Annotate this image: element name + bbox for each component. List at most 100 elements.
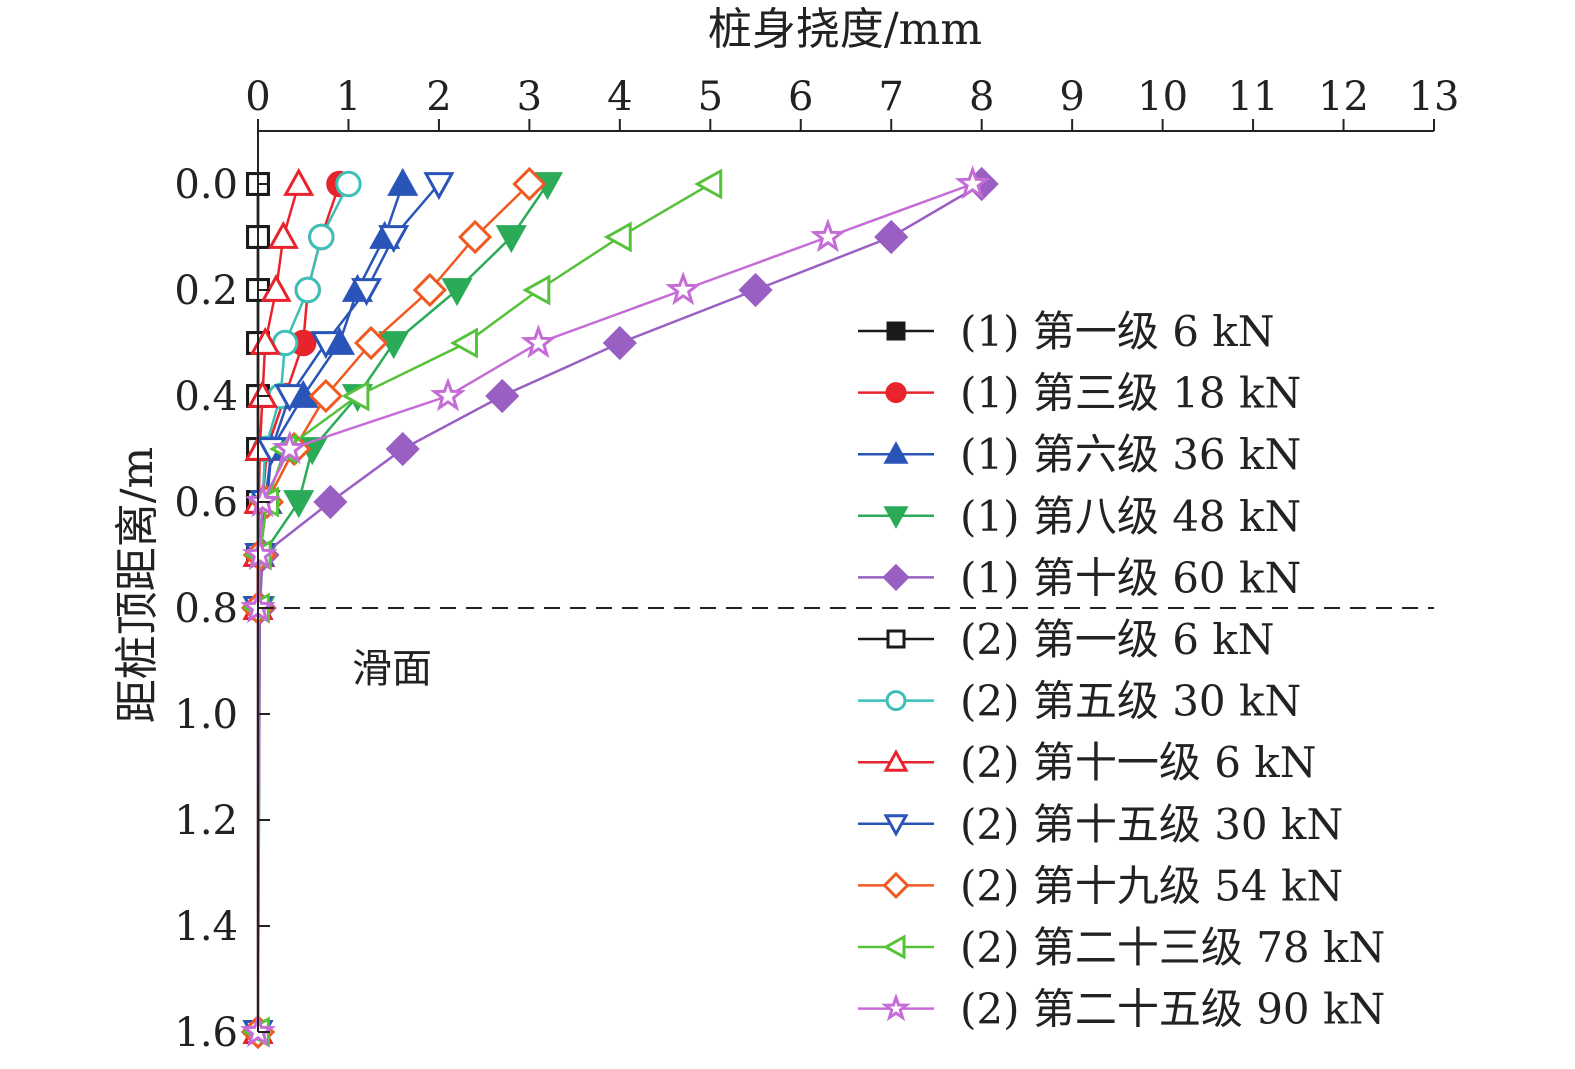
legend-item-2: (1) 第三级 18 kN bbox=[858, 369, 1301, 418]
legend-item-1: (1) 第一级 6 kN bbox=[858, 307, 1274, 356]
data-point bbox=[458, 219, 493, 255]
x-tick-label: 0 bbox=[245, 74, 270, 120]
data-point bbox=[283, 167, 315, 196]
data-point bbox=[308, 378, 343, 414]
data-point bbox=[310, 331, 342, 360]
legend-label: (1) 第八级 48 kN bbox=[960, 492, 1301, 541]
data-point bbox=[385, 431, 420, 467]
data-point bbox=[495, 225, 527, 254]
x-tick-label: 3 bbox=[517, 74, 542, 120]
legend-item-11: (2) 第二十三级 78 kN bbox=[858, 923, 1385, 972]
y-tick-label: 1.4 bbox=[174, 904, 238, 950]
data-point bbox=[449, 327, 478, 359]
x-tick-label: 10 bbox=[1137, 74, 1188, 120]
x-tick-label: 9 bbox=[1059, 74, 1084, 120]
legend-marker bbox=[886, 629, 906, 649]
x-tick-label: 1 bbox=[336, 74, 361, 120]
data-point bbox=[522, 274, 551, 306]
legend-label: (2) 第五级 30 kN bbox=[960, 677, 1301, 726]
legend-marker bbox=[883, 749, 909, 772]
y-tick-label: 0.2 bbox=[174, 268, 238, 314]
data-point bbox=[738, 272, 773, 308]
legend-marker bbox=[885, 690, 907, 712]
legend-marker bbox=[882, 871, 910, 900]
legend-label: (2) 第十一级 6 kN bbox=[960, 738, 1316, 787]
x-tick-label: 13 bbox=[1409, 74, 1460, 120]
data-point bbox=[244, 483, 281, 518]
x-tick-label: 2 bbox=[426, 74, 451, 120]
x-tick-label: 8 bbox=[969, 74, 994, 120]
legend-label: (2) 第二十三级 78 kN bbox=[960, 923, 1385, 972]
data-point bbox=[308, 223, 335, 251]
legend-marker bbox=[883, 506, 909, 529]
series-line bbox=[256, 183, 404, 1032]
legend-item-4: (1) 第八级 48 kN bbox=[858, 492, 1301, 541]
y-tick-label: 1.2 bbox=[174, 798, 238, 844]
y-axis-title: 距桩顶距离/m bbox=[112, 447, 163, 724]
data-point bbox=[271, 430, 308, 465]
data-point bbox=[954, 165, 991, 200]
data-point bbox=[378, 225, 410, 254]
data-point bbox=[412, 272, 447, 308]
x-axis-title: 桩身挠度/mm bbox=[708, 4, 982, 55]
y-tick-label: 0.4 bbox=[174, 374, 238, 420]
slip-surface-label: 滑面 bbox=[352, 646, 432, 692]
data-point bbox=[694, 168, 723, 200]
data-point bbox=[874, 219, 909, 255]
data-point bbox=[441, 278, 473, 307]
x-tick-label: 5 bbox=[698, 74, 723, 120]
y-tick-label: 0.6 bbox=[174, 480, 238, 526]
legend-item-8: (2) 第十一级 6 kN bbox=[858, 738, 1316, 787]
legend-item-5: (1) 第十级 60 kN bbox=[858, 553, 1301, 602]
legend-label: (2) 第一级 6 kN bbox=[960, 615, 1274, 664]
legend-marker bbox=[882, 563, 910, 592]
legend-item-3: (1) 第六级 36 kN bbox=[858, 430, 1301, 479]
y-tick-label: 1.0 bbox=[174, 692, 238, 738]
series-9 bbox=[242, 172, 455, 1049]
data-point bbox=[602, 325, 637, 361]
y-tick-label: 0.0 bbox=[174, 162, 238, 208]
series-line bbox=[256, 182, 983, 1033]
legend-item-10: (2) 第十九级 54 kN bbox=[858, 861, 1343, 910]
data-point bbox=[283, 490, 315, 519]
y-tick-label: 1.6 bbox=[174, 1010, 238, 1056]
legend-label: (1) 第三级 18 kN bbox=[960, 369, 1301, 418]
data-point bbox=[512, 166, 547, 202]
data-point bbox=[520, 324, 557, 359]
legend-marker bbox=[883, 814, 909, 837]
data-point bbox=[313, 484, 348, 520]
legend-item-7: (2) 第五级 30 kN bbox=[858, 677, 1301, 726]
data-point bbox=[354, 325, 389, 361]
legend-marker bbox=[883, 441, 909, 464]
legend-marker bbox=[885, 382, 907, 404]
x-tick-label: 4 bbox=[607, 74, 632, 120]
legend-label: (2) 第十九级 54 kN bbox=[960, 861, 1343, 910]
data-point bbox=[294, 276, 321, 304]
legend-marker bbox=[881, 993, 911, 1022]
axes: 桩身挠度/mm 距桩顶距离/m 滑面 0 1 2 3 4 5 6 7 8 9 10 11 12 130.0… bbox=[112, 4, 1459, 1056]
data-point bbox=[810, 218, 846, 253]
legend-label: (1) 第一级 6 kN bbox=[960, 307, 1274, 356]
x-tick-label: 6 bbox=[788, 74, 813, 120]
data-point bbox=[665, 271, 702, 306]
data-point bbox=[246, 379, 279, 408]
x-tick-label: 7 bbox=[879, 74, 904, 120]
data-point bbox=[267, 220, 299, 249]
legend-label: (2) 第十五级 30 kN bbox=[960, 800, 1343, 849]
data-point bbox=[341, 380, 370, 412]
legend-item-12: (2) 第二十五级 90 kN bbox=[858, 985, 1385, 1034]
data-point bbox=[603, 221, 632, 253]
legend-label: (1) 第六级 36 kN bbox=[960, 430, 1301, 479]
data-point bbox=[260, 273, 292, 302]
data-point bbox=[274, 384, 306, 413]
legend-item-9: (2) 第十五级 30 kN bbox=[858, 800, 1343, 849]
y-tick-label: 0.8 bbox=[174, 586, 238, 632]
data-point bbox=[241, 536, 278, 571]
data-point bbox=[351, 278, 383, 307]
data-point bbox=[387, 167, 419, 196]
legend-label: (2) 第二十五级 90 kN bbox=[960, 985, 1385, 1034]
legend-marker bbox=[886, 321, 906, 341]
legend: (1) 第一级 6 kN (1) 第三级 18 kN (1) 第六级 36 kN (1… bbox=[858, 307, 1385, 1034]
data-point bbox=[485, 378, 520, 414]
